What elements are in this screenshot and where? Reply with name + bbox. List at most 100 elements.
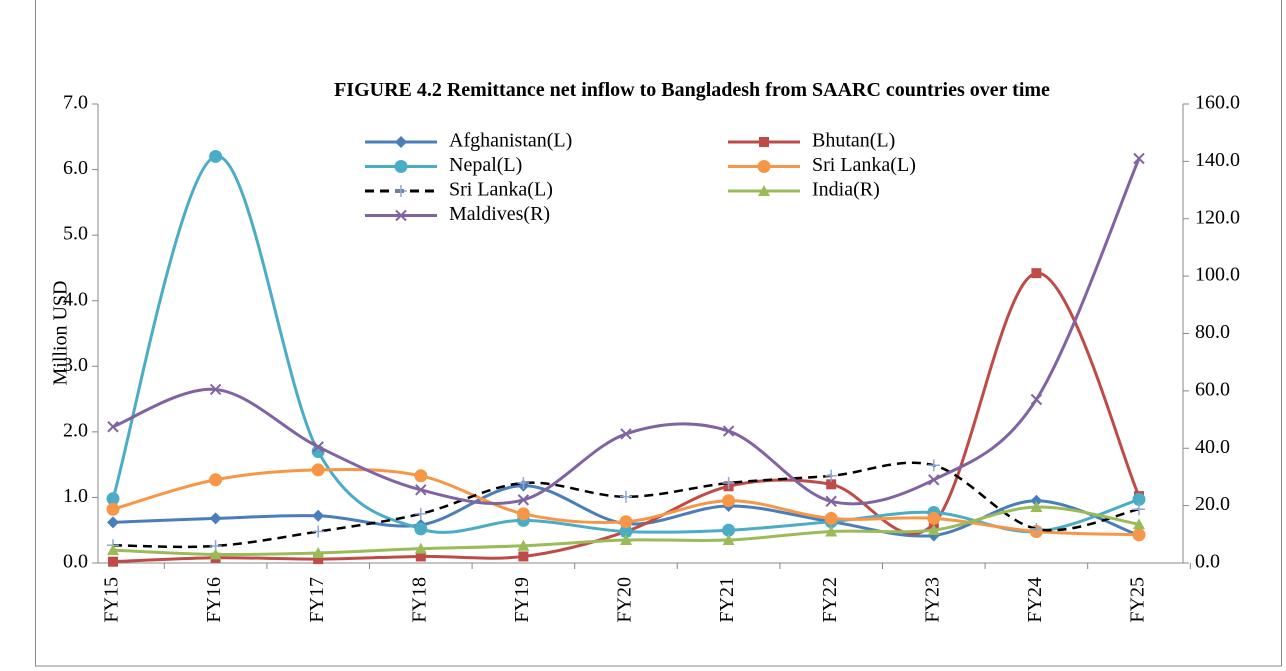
data-point <box>312 509 325 522</box>
data-point <box>1030 522 1043 535</box>
data-point <box>312 546 325 558</box>
data-point <box>311 463 325 477</box>
data-point <box>619 525 633 539</box>
y2-tick-label: 40.0 <box>1195 436 1230 458</box>
data-point <box>107 516 119 529</box>
y2-tick-label: 80.0 <box>1195 321 1230 343</box>
data-point <box>1132 492 1146 506</box>
y-tick-label: 1.0 <box>63 485 88 507</box>
data-point <box>722 477 735 490</box>
data-point <box>312 441 324 453</box>
x-tick-label: FY24 <box>1024 577 1046 623</box>
legend-marker <box>758 185 770 196</box>
x-tick-label: FY19 <box>511 577 533 623</box>
data-point <box>108 556 118 567</box>
data-point <box>1133 518 1145 530</box>
data-point <box>619 515 633 529</box>
x-tick-label: FY21 <box>716 577 738 623</box>
data-point <box>517 477 530 490</box>
y2-tick-label: 100.0 <box>1195 264 1240 286</box>
legend-marker <box>395 185 407 197</box>
data-point <box>415 551 426 562</box>
x-tick-label: FY18 <box>408 577 430 623</box>
data-point <box>414 522 428 536</box>
y-tick-label: 0.0 <box>63 551 88 573</box>
y-tick-label: 3.0 <box>63 354 88 376</box>
data-point <box>107 421 119 433</box>
data-point <box>927 511 941 525</box>
x-tick-label: FY25 <box>1127 577 1149 623</box>
legend-label: Maldives(R) <box>449 203 550 225</box>
data-point <box>722 523 736 537</box>
chart-title: FIGURE 4.2 Remittance net inflow to Bang… <box>334 79 1050 101</box>
data-point <box>620 534 632 546</box>
x-tick-label: FY20 <box>614 577 636 623</box>
legend-label: Sri Lanka(L) <box>812 154 916 176</box>
data-point <box>1133 503 1145 516</box>
data-point <box>927 459 940 472</box>
data-point <box>1133 152 1145 165</box>
data-point <box>414 542 427 554</box>
legend-label: Nepal(L) <box>449 154 522 176</box>
data-point <box>518 551 529 562</box>
x-tick-label: FY15 <box>101 577 123 623</box>
data-point <box>209 548 222 560</box>
y-tick-label: 2.0 <box>63 419 88 441</box>
data-point <box>106 502 120 516</box>
legend-label: Sri Lanka(L) <box>449 179 553 201</box>
data-point <box>517 494 530 506</box>
y-tick-label: 5.0 <box>63 223 88 245</box>
x-tick-label: FY22 <box>819 577 841 623</box>
data-point <box>313 554 324 565</box>
data-point <box>825 495 837 508</box>
y-tick-label: 4.0 <box>63 288 88 310</box>
y2-tick-label: 20.0 <box>1195 493 1230 515</box>
data-point <box>209 383 222 396</box>
x-tick-label: FY17 <box>306 577 328 623</box>
series-line <box>111 154 1140 534</box>
data-point <box>414 469 428 483</box>
series-line <box>112 157 1141 506</box>
data-point <box>722 534 735 546</box>
data-point <box>516 507 530 521</box>
legend-marker <box>395 209 407 222</box>
y2-tick-label: 60.0 <box>1195 378 1230 400</box>
data-point <box>1030 501 1043 513</box>
chart-frame <box>35 0 1282 667</box>
legend-label: Bhutan(L) <box>812 130 895 152</box>
legend-marker <box>757 160 771 173</box>
data-point <box>107 544 119 556</box>
data-point <box>209 473 223 487</box>
data-point <box>620 490 632 503</box>
y-axis-label: Million USD <box>50 280 72 385</box>
series-line <box>112 461 1140 549</box>
data-point <box>825 525 838 537</box>
data-point <box>415 484 427 496</box>
legend-label: Afghanistan(L) <box>449 130 572 152</box>
data-point <box>106 492 120 506</box>
data-point <box>1030 393 1043 406</box>
data-point <box>414 507 427 520</box>
y2-tick-label: 160.0 <box>1195 92 1240 114</box>
legend-marker <box>759 137 769 147</box>
legend-marker <box>395 136 407 148</box>
data-point <box>312 525 325 538</box>
x-tick-label: FY16 <box>203 577 225 623</box>
y-tick-label: 7.0 <box>63 92 88 114</box>
data-point <box>722 425 735 437</box>
data-point <box>928 474 940 486</box>
data-point <box>1030 494 1043 507</box>
data-point <box>209 149 223 163</box>
x-tick-label: FY23 <box>921 577 943 623</box>
y2-tick-label: 0.0 <box>1195 551 1220 573</box>
data-point <box>209 512 222 525</box>
series-line <box>112 271 1141 564</box>
data-point <box>722 494 736 508</box>
data-point <box>825 469 838 482</box>
y2-tick-label: 140.0 <box>1195 149 1240 171</box>
legend-marker <box>394 160 408 173</box>
data-point <box>517 539 530 551</box>
y2-tick-label: 120.0 <box>1195 206 1240 228</box>
